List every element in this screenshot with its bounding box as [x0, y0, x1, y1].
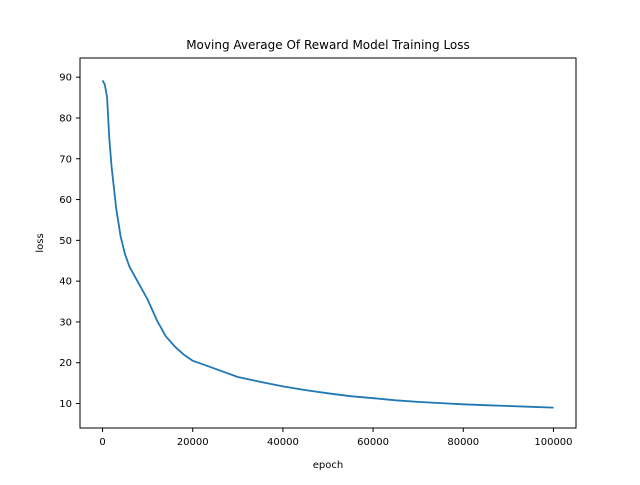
y-tick-label: 40 [59, 277, 72, 288]
y-tick-label: 90 [59, 73, 72, 84]
y-tick-label: 70 [59, 154, 72, 165]
y-axis-ticks: 10 20 30 40 50 60 70 80 90 [59, 73, 80, 410]
y-tick-label: 10 [59, 399, 72, 410]
x-axis-ticks: 0 20000 40000 60000 80000 100000 [99, 428, 573, 448]
x-tick-label: 20000 [177, 437, 209, 448]
x-tick-label: 40000 [267, 437, 299, 448]
loss-series-line [101, 79, 554, 409]
x-tick-label: 60000 [357, 437, 389, 448]
axes-frame [79, 57, 577, 429]
chart-title: Moving Average Of Reward Model Training … [186, 38, 470, 52]
x-tick-label: 80000 [447, 437, 479, 448]
y-tick-label: 50 [59, 236, 72, 247]
y-tick-label: 60 [59, 195, 72, 206]
y-tick-label: 30 [59, 317, 72, 328]
y-axis-label: loss [35, 233, 46, 252]
x-axis-label: epoch [313, 460, 343, 471]
x-tick-label: 0 [99, 437, 105, 448]
x-tick-label: 100000 [534, 437, 572, 448]
plot-layer [101, 79, 554, 409]
y-tick-label: 20 [59, 358, 72, 369]
y-tick-label: 80 [59, 113, 72, 124]
